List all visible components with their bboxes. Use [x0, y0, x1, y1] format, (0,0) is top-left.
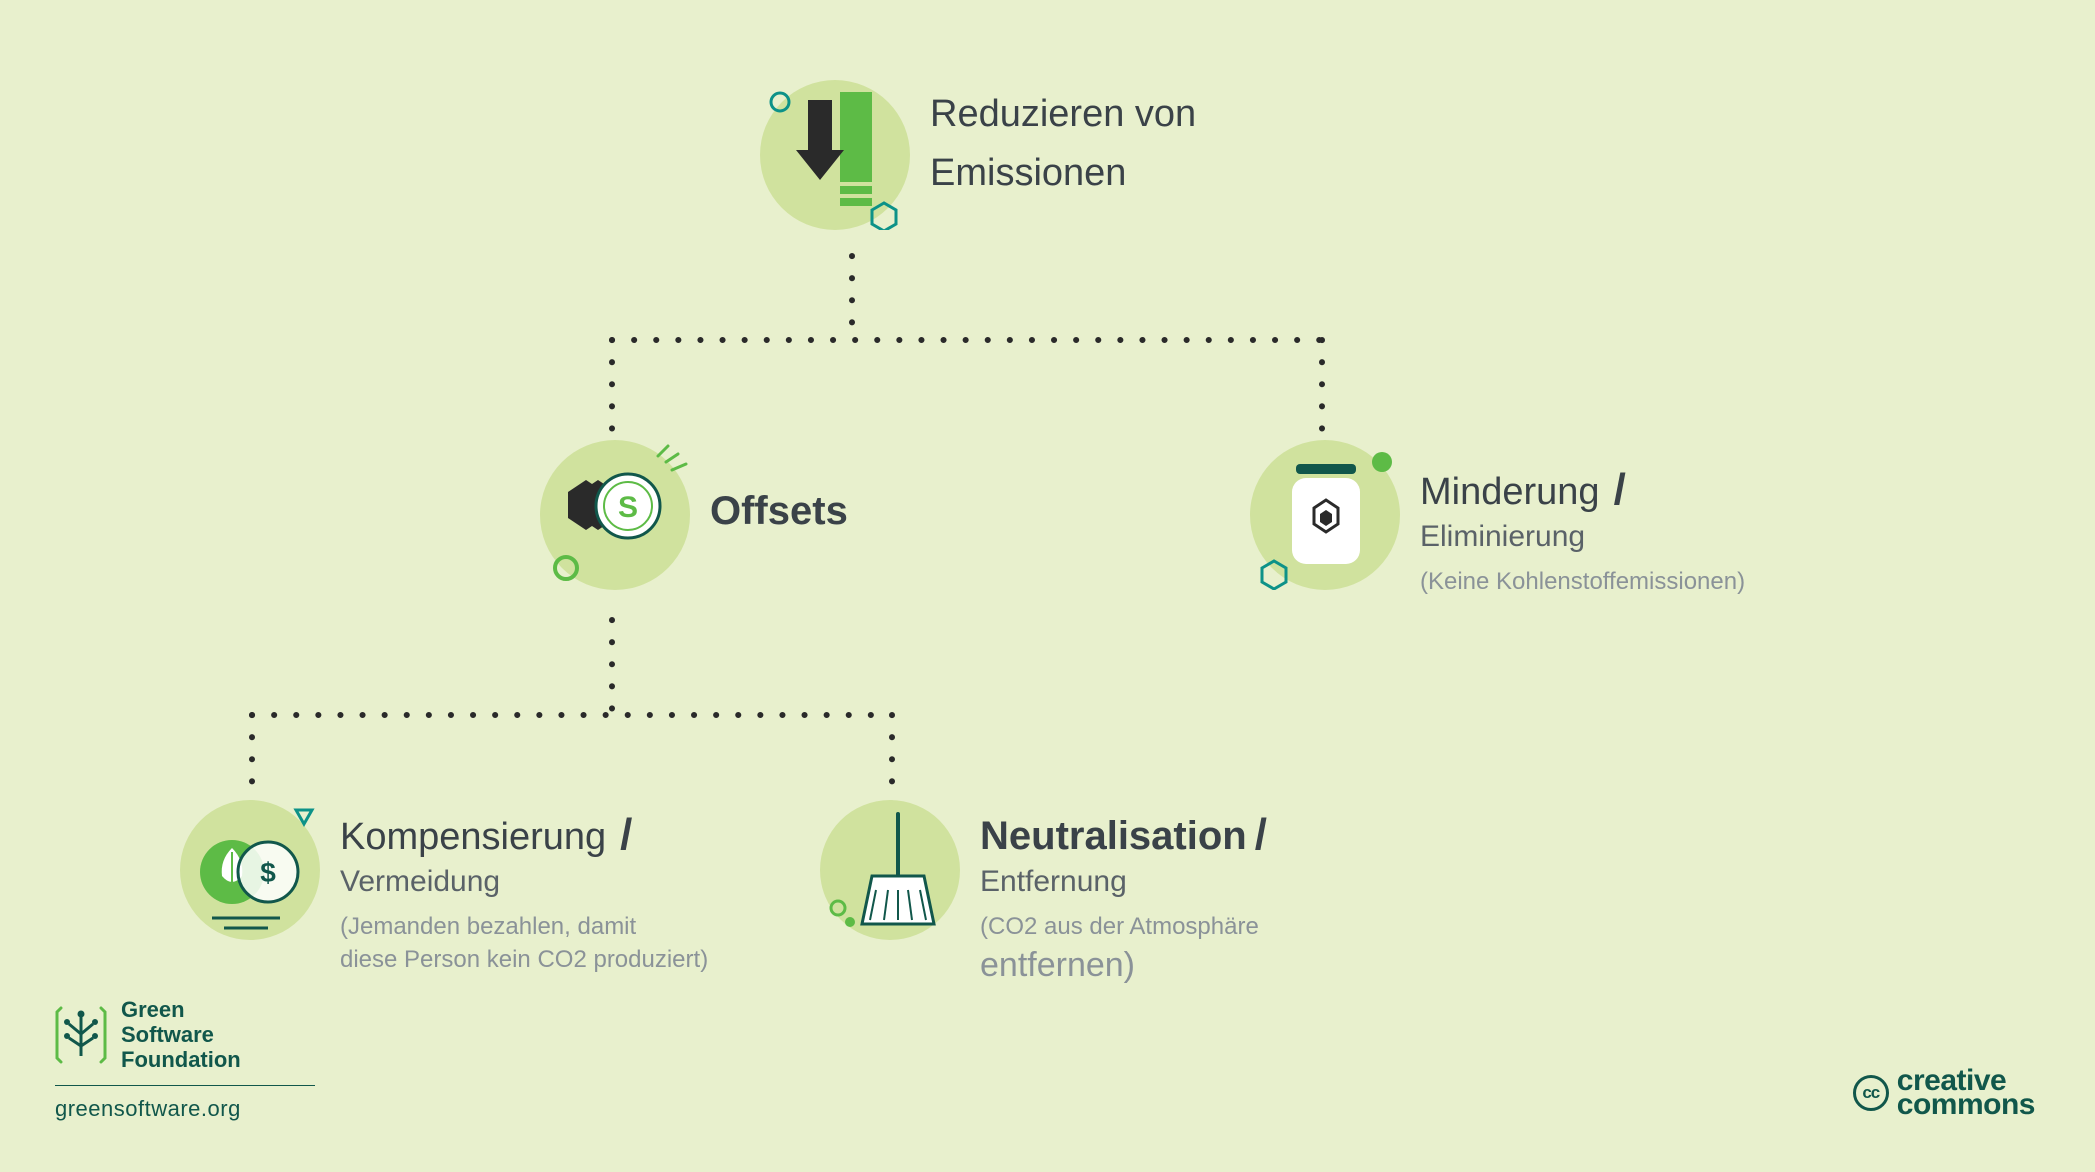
minderung-title: Minderung — [1420, 468, 1600, 517]
leaf-coin-icon: $ — [180, 800, 320, 940]
divider — [55, 1085, 315, 1087]
slash-icon: / — [1614, 465, 1626, 515]
node-kompensierung: $ Kompensierung / Vermeidung (Jemanden b… — [180, 800, 708, 976]
tree-icon — [55, 1006, 107, 1064]
node-minderung: Minderung / Eliminierung (Keine Kohlenst… — [1250, 440, 1745, 599]
neut-desc-2: entfernen) — [980, 943, 1267, 989]
neut-subtitle: Entfernung — [980, 862, 1267, 901]
org-line-3: Foundation — [121, 1047, 241, 1072]
root-title-2: Emissionen — [930, 149, 1196, 198]
org-line-1: Green — [121, 997, 241, 1022]
neut-title: Neutralisation — [980, 810, 1247, 862]
minderung-subtitle: Eliminierung — [1420, 517, 1745, 556]
komp-desc-2: diese Person kein CO2 produziert) — [340, 944, 708, 976]
node-root: Reduzieren von Emissionen — [760, 80, 1196, 230]
slash-icon: / — [1255, 810, 1267, 860]
offsets-title: Offsets — [710, 485, 848, 537]
svg-text:$: $ — [260, 857, 276, 888]
broom-icon — [820, 800, 960, 940]
gsf-logo: Green Software Foundation greensoftware.… — [55, 997, 315, 1122]
cc-logo: cc creative commons — [1853, 1069, 2035, 1117]
cc-badge-icon: cc — [1853, 1075, 1889, 1111]
cc-line-2: commons — [1897, 1093, 2035, 1117]
slash-icon: / — [620, 810, 632, 860]
komp-subtitle: Vermeidung — [340, 862, 708, 901]
node-neutralisation: Neutralisation / Entfernung (CO2 aus der… — [820, 800, 1267, 989]
root-title-1: Reduzieren von — [930, 90, 1196, 139]
offsets-icon: S — [540, 440, 690, 590]
org-line-2: Software — [121, 1022, 241, 1047]
reduce-emissions-icon — [760, 80, 910, 230]
komp-desc-1: (Jemanden bezahlen, damit — [340, 911, 708, 943]
jar-icon — [1250, 440, 1400, 590]
org-url: greensoftware.org — [55, 1096, 315, 1122]
komp-title: Kompensierung — [340, 813, 606, 862]
node-offsets: S Offsets — [540, 440, 848, 590]
svg-text:S: S — [618, 491, 638, 524]
minderung-desc: (Keine Kohlenstoffemissionen) — [1420, 566, 1745, 598]
neut-desc-1: (CO2 aus der Atmosphäre — [980, 911, 1267, 943]
